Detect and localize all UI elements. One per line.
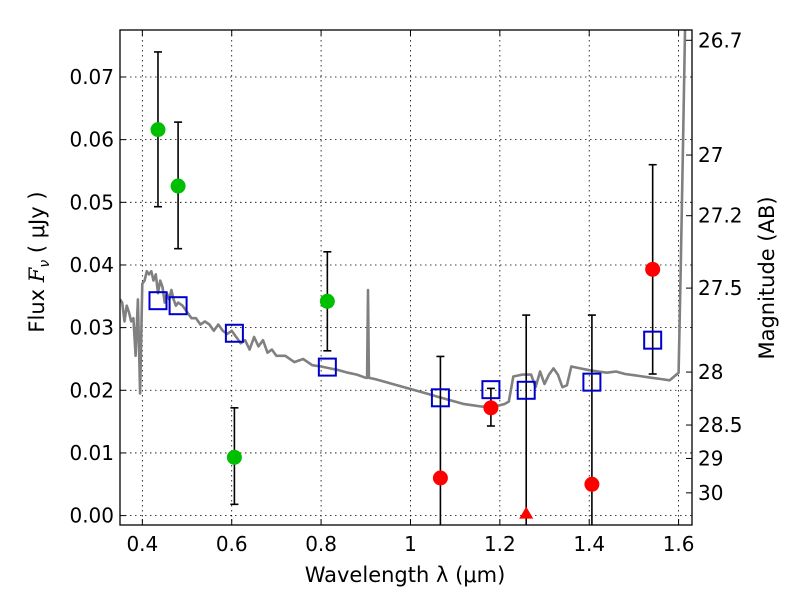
x-tick-label: 1.4: [573, 532, 605, 556]
x-tick-label: 0.6: [216, 532, 248, 556]
data-point-circle: [226, 449, 242, 465]
right-tick-label: 30: [698, 481, 723, 505]
model-photometry-square: [430, 388, 450, 408]
x-tick-label: 1: [404, 532, 417, 556]
data-point-circle: [319, 293, 335, 309]
right-tick-label: 28.5: [698, 413, 743, 437]
y-axis-title-prefix: Flux: [25, 282, 49, 332]
model-photometry-square: [317, 357, 337, 377]
model-photometry-square: [516, 380, 536, 400]
grid: [120, 30, 692, 525]
data-point-circle: [483, 400, 499, 416]
y-tick-label: 0.05: [69, 190, 114, 214]
model-photometry-square: [148, 291, 168, 311]
right-tick-label: 27.2: [698, 204, 743, 228]
model-photometry-square: [643, 330, 663, 350]
y-axis-ticks: 0.00 0.01 0.02 0.03 0.04 0.05 0.06 0.07: [69, 65, 126, 528]
right-tick-label: 28: [698, 360, 723, 384]
y-axis-title-right: Magnitude (AB): [755, 196, 779, 359]
data-point-circle: [170, 178, 186, 194]
model-photometry-square: [481, 380, 501, 400]
right-axis-ticks: 26.7 27 27.2 27.5 28 28.5 29 30: [686, 28, 743, 505]
y-tick-label: 0.00: [69, 504, 114, 528]
model-photometry-square: [582, 372, 602, 392]
sed-model-line: [120, 30, 687, 408]
y-tick-label: 0.03: [69, 316, 114, 340]
data-point-circle: [584, 476, 600, 492]
x-tick-label: 1.6: [663, 532, 695, 556]
right-tick-label: 29: [698, 446, 723, 470]
plot-frame: [119, 29, 693, 526]
x-tick-label: 1.2: [484, 532, 516, 556]
y-axis-title-unit: ( μJy ): [25, 191, 49, 259]
x-tick-label: 0.4: [126, 532, 158, 556]
right-tick-label: 27.5: [698, 276, 743, 300]
data-markers: [148, 122, 663, 519]
model-photometry-square: [168, 296, 188, 316]
model-photometry-square: [224, 323, 244, 343]
data-point-circle: [432, 470, 448, 486]
x-tick-label: 0.8: [305, 532, 337, 556]
y-axis-title-symbol: F: [25, 266, 49, 283]
y-tick-label: 0.07: [69, 65, 114, 89]
right-tick-label: 26.7: [698, 28, 743, 52]
y-tick-label: 0.02: [69, 378, 114, 402]
data-point-circle: [150, 122, 166, 138]
right-tick-label: 27: [698, 143, 723, 167]
x-axis-ticks: 0.4 0.6 0.8 1 1.2 1.4 1.6: [126, 30, 695, 556]
y-axis-title-left: Flux Fν ( μJy ): [25, 191, 53, 332]
data-point-upper-limit: [519, 506, 534, 519]
y-tick-label: 0.04: [69, 253, 114, 277]
sed-model-path: [120, 30, 687, 408]
y-axis-title-subscript: ν: [37, 260, 53, 268]
data-point-circle: [645, 261, 661, 277]
x-axis-title: Wavelength λ (μm): [305, 563, 506, 587]
y-tick-label: 0.01: [69, 441, 114, 465]
y-tick-label: 0.06: [69, 128, 114, 152]
